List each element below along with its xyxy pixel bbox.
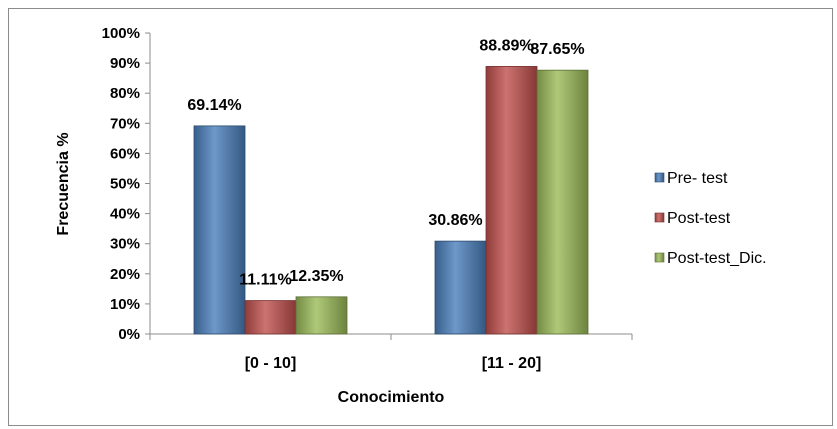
y-tick-label: 60%	[110, 145, 140, 162]
data-label: 30.86%	[428, 212, 482, 229]
bar	[434, 240, 487, 335]
x-tick-labels: [0 - 10] [11 - 20]	[149, 334, 633, 372]
data-label: 69.14%	[187, 97, 241, 114]
legend: Pre- test Post-test Post-test_Dic.	[654, 170, 767, 267]
bar	[485, 66, 538, 335]
y-tick-label: 70%	[110, 115, 140, 132]
y-tick-label: 30%	[110, 236, 140, 253]
data-label: 11.11%	[239, 272, 292, 289]
y-tick-label: 50%	[110, 176, 140, 193]
data-label: 88.89%	[479, 37, 533, 54]
y-tick-label: 10%	[110, 296, 140, 313]
bar	[295, 296, 348, 335]
x-tick-label: [11 - 20]	[482, 355, 542, 372]
bar	[193, 125, 246, 335]
data-label: 87.65%	[530, 41, 584, 58]
data-label: 12.35%	[289, 268, 343, 285]
y-tick-labels: 0% 10% 20% 30% 40% 50% 60% 70% 80% 90% 100%	[102, 25, 150, 343]
data-labels: 69.14% 11.11%12.35% 30.86% 88.89%87.65%	[187, 37, 584, 288]
y-tick-label: 0%	[118, 326, 140, 343]
legend-swatch	[654, 212, 665, 223]
y-tick-label: 40%	[110, 206, 140, 223]
y-tick-label: 100%	[102, 25, 140, 42]
x-axis-title: Conocimiento	[338, 389, 445, 406]
legend-label: Pre- test	[667, 170, 728, 187]
y-tick-label: 20%	[110, 266, 140, 283]
bars	[193, 66, 589, 335]
bar	[536, 69, 589, 335]
y-tick-label: 90%	[110, 55, 140, 72]
legend-swatch	[654, 252, 665, 263]
x-tick-label: [0 - 10]	[245, 355, 297, 372]
legend-swatch	[654, 172, 665, 183]
chart-frame	[8, 8, 833, 426]
bar	[244, 300, 297, 335]
y-tick-label: 80%	[110, 85, 140, 102]
legend-label: Post-test	[667, 210, 731, 227]
legend-label: Post-test_Dic.	[667, 250, 767, 267]
y-axis-title: Frecuencia %	[55, 132, 72, 235]
